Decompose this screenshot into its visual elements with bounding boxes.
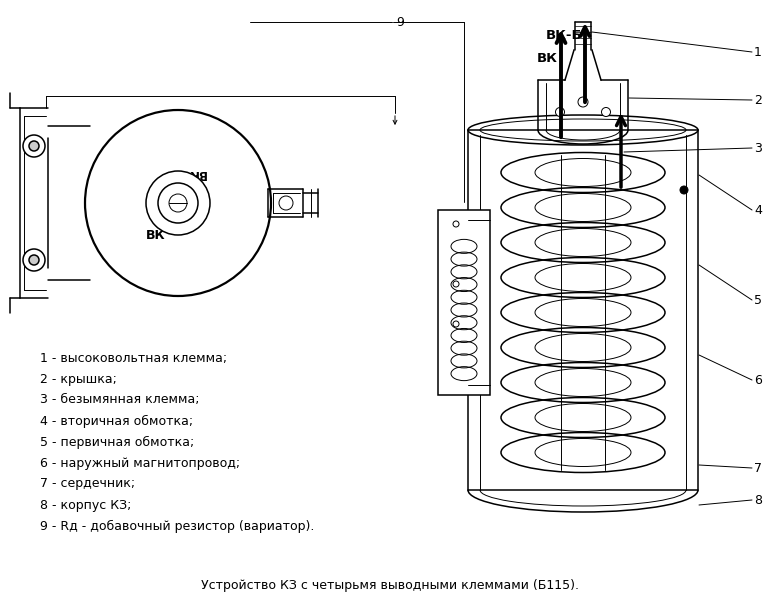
- Circle shape: [453, 281, 459, 287]
- Text: 8 - корпус КЗ;: 8 - корпус КЗ;: [40, 498, 131, 511]
- Text: 6 - наружный магнитопровод;: 6 - наружный магнитопровод;: [40, 456, 240, 469]
- Bar: [438, 210, 490, 395]
- Ellipse shape: [535, 299, 631, 326]
- Text: 4: 4: [754, 203, 762, 216]
- Text: 7: 7: [754, 461, 762, 474]
- Ellipse shape: [535, 403, 631, 431]
- Text: 6: 6: [754, 373, 762, 386]
- Ellipse shape: [535, 264, 631, 291]
- Text: ВК: ВК: [537, 52, 558, 65]
- Text: 3: 3: [754, 142, 762, 155]
- Text: 1: 1: [754, 46, 762, 59]
- Circle shape: [23, 135, 45, 157]
- Circle shape: [29, 255, 39, 265]
- Text: ВК-Б: ВК-Б: [174, 166, 206, 179]
- Ellipse shape: [535, 333, 631, 362]
- Text: ВК: ВК: [146, 229, 166, 241]
- Text: 2 - крышка;: 2 - крышка;: [40, 373, 117, 386]
- Circle shape: [453, 221, 459, 227]
- Ellipse shape: [535, 158, 631, 187]
- Ellipse shape: [535, 439, 631, 466]
- Circle shape: [146, 171, 210, 235]
- Circle shape: [680, 186, 688, 194]
- Circle shape: [279, 196, 293, 210]
- Text: 8: 8: [754, 493, 762, 506]
- Text: 9: 9: [396, 15, 404, 28]
- Circle shape: [85, 110, 271, 296]
- Text: ВК-Б: ВК-Б: [546, 28, 582, 41]
- Circle shape: [29, 141, 39, 151]
- Circle shape: [169, 194, 187, 212]
- Text: Устройство КЗ с четырьмя выводными клеммами (Б115).: Устройство КЗ с четырьмя выводными клемм…: [201, 578, 579, 591]
- Ellipse shape: [535, 368, 631, 397]
- Circle shape: [601, 108, 611, 116]
- Ellipse shape: [535, 229, 631, 256]
- Text: 1 - высоковольтная клемма;: 1 - высоковольтная клемма;: [40, 352, 227, 365]
- Circle shape: [23, 249, 45, 271]
- Text: 5: 5: [754, 293, 762, 307]
- Text: 2: 2: [754, 94, 762, 107]
- Text: 4 - вторичная обмотка;: 4 - вторичная обмотка;: [40, 415, 193, 428]
- Circle shape: [578, 97, 588, 107]
- Text: 3 - безымянная клемма;: 3 - безымянная клемма;: [40, 394, 199, 407]
- Text: 5 - первичная обмотка;: 5 - первичная обмотка;: [40, 436, 194, 448]
- Text: 9 - Rд - добавочный резистор (вариатор).: 9 - Rд - добавочный резистор (вариатор).: [40, 519, 315, 533]
- Circle shape: [556, 108, 564, 116]
- Ellipse shape: [535, 193, 631, 222]
- Circle shape: [158, 183, 198, 223]
- Circle shape: [453, 321, 459, 327]
- Text: 7 - сердечник;: 7 - сердечник;: [40, 477, 135, 490]
